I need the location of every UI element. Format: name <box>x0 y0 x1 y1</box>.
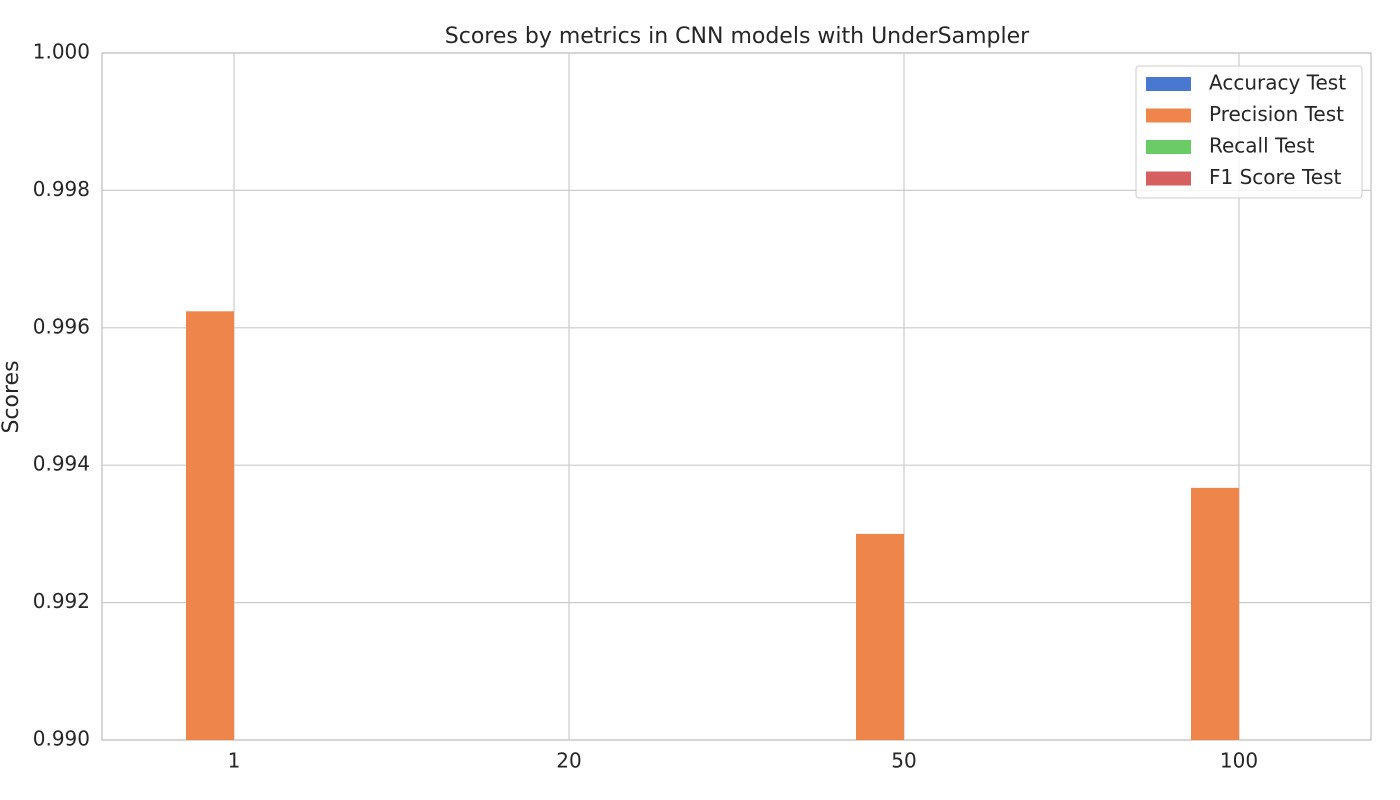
y-tick-label: 0.996 <box>33 314 90 338</box>
legend-label: F1 Score Test <box>1209 165 1342 189</box>
x-tick-label: 1 <box>228 749 241 773</box>
bar <box>856 533 904 740</box>
legend-swatch <box>1146 171 1191 186</box>
y-axis-label: Scores <box>0 360 24 433</box>
bar <box>186 311 234 740</box>
legend-box <box>1135 65 1363 199</box>
y-tick-label: 1.000 <box>33 40 90 64</box>
y-tick-label: 0.994 <box>33 452 90 476</box>
legend-swatch <box>1146 77 1191 91</box>
bars <box>186 311 1239 740</box>
y-tick-label: 0.992 <box>33 589 90 613</box>
legend-label: Accuracy Test <box>1209 71 1346 95</box>
legend-swatch <box>1146 140 1191 154</box>
bar <box>1191 487 1239 740</box>
legend: Accuracy Test Precision Test Recall Test F1… <box>1135 65 1363 199</box>
y-tick-label: 0.998 <box>33 177 90 201</box>
x-tick-label: 100 <box>1220 749 1258 773</box>
x-tick-label: 20 <box>556 749 581 773</box>
legend-label: Recall Test <box>1209 134 1315 158</box>
chart-title: Scores by metrics in CNN models with Und… <box>445 24 1030 49</box>
legend-swatch <box>1146 108 1191 123</box>
y-tick-label: 0.990 <box>33 727 90 751</box>
x-tick-label: 50 <box>891 749 916 773</box>
legend-label: Precision Test <box>1209 102 1344 126</box>
